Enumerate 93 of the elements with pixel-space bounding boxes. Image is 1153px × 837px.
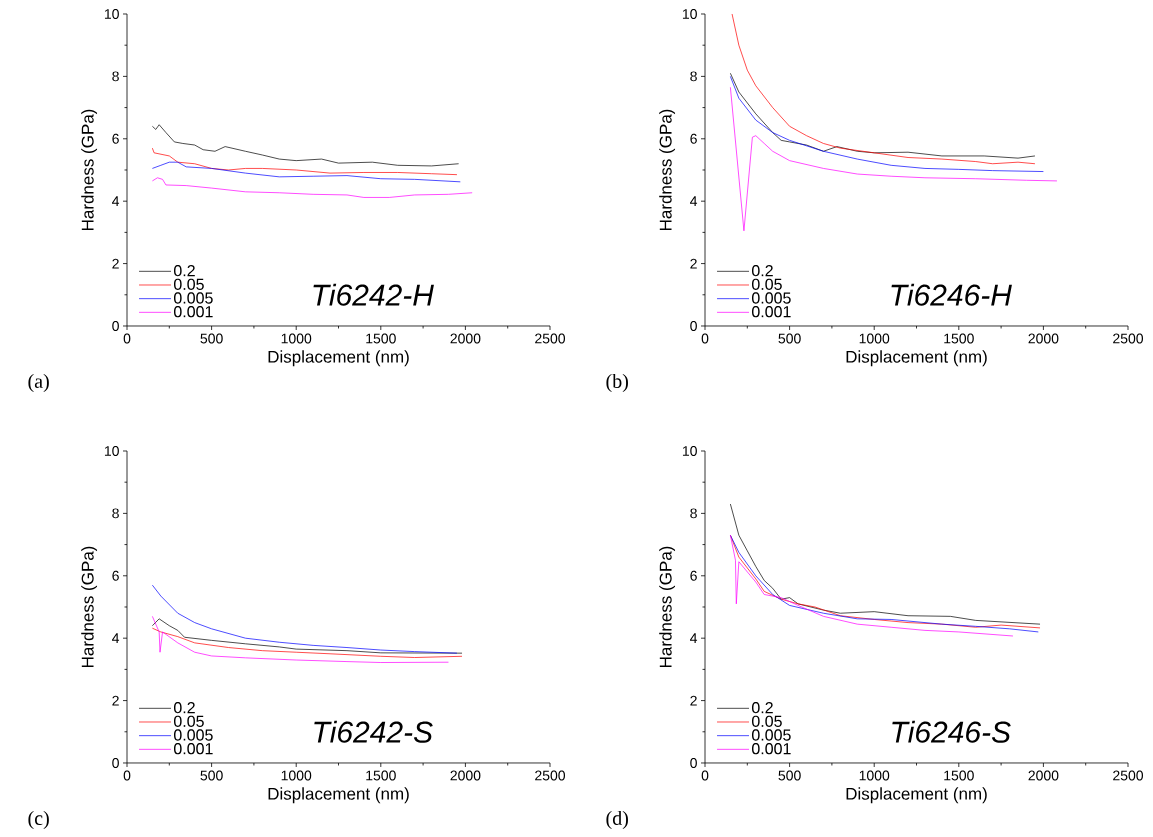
x-tick-label: 2000 — [1028, 333, 1059, 344]
x-tick-label: 0 — [701, 333, 709, 344]
x-tick-label: 2500 — [1113, 770, 1144, 781]
x-tick-label: 0 — [123, 770, 131, 781]
x-axis-title: Displacement (nm) — [268, 787, 409, 804]
line-series — [152, 147, 458, 176]
x-tick-label: 1500 — [366, 333, 396, 344]
text: (a) — [28, 373, 49, 393]
line-series — [152, 584, 458, 654]
legend-label: 0.05 — [174, 278, 204, 290]
legend-label: 0.2 — [174, 701, 195, 714]
x-tick-label: 500 — [778, 770, 801, 781]
x-tick-label: 1500 — [944, 333, 974, 344]
legend-label: 0.005 — [752, 292, 791, 304]
line-series — [152, 124, 459, 167]
text: (b) — [606, 373, 628, 393]
y-tick-label: 8 — [112, 508, 119, 519]
legend-label: 0.2 — [752, 701, 773, 714]
x-tick-label: 2500 — [535, 333, 566, 344]
x-tick-label: 2000 — [450, 770, 481, 781]
y-tick-label: 10 — [682, 446, 697, 456]
text: Ti6242-H — [313, 283, 434, 306]
y-tick-label: 0 — [690, 758, 697, 768]
y-tick-label: 4 — [690, 633, 698, 643]
legend-label: 0.05 — [752, 715, 782, 727]
line-series — [152, 177, 473, 198]
y-tick-label: 8 — [690, 508, 697, 519]
x-tick-label: 1000 — [281, 333, 312, 344]
x-tick-label: 2000 — [450, 333, 481, 344]
text: Ti6246-S — [892, 720, 1011, 743]
line-series — [152, 627, 463, 658]
legend-label: 0.2 — [174, 264, 195, 277]
y-axis-title: Hardness (GPa) — [81, 546, 98, 667]
x-tick-label: 0 — [701, 770, 709, 781]
line-series — [730, 86, 1058, 232]
y-axis-title: Hardness (GPa) — [659, 546, 676, 667]
x-axis-title: Displacement (nm) — [846, 350, 987, 367]
line-series — [152, 161, 461, 183]
y-tick-label: 4 — [690, 196, 698, 206]
line-series — [730, 76, 1044, 172]
legend-label: 0.05 — [752, 278, 782, 290]
y-tick-label: 6 — [112, 570, 119, 581]
y-tick-label: 10 — [682, 9, 697, 19]
x-axis-title: Displacement (nm) — [846, 787, 987, 804]
x-tick-label: 2500 — [1113, 333, 1144, 344]
y-tick-label: 6 — [690, 133, 697, 144]
text: Ti6246-H — [891, 283, 1012, 306]
line-series — [152, 615, 449, 663]
y-tick-label: 6 — [690, 570, 697, 581]
y-axis-title: Hardness (GPa) — [659, 109, 676, 230]
text: (d) — [606, 810, 628, 830]
y-tick-label: 4 — [112, 196, 120, 206]
y-tick-label: 10 — [104, 446, 119, 456]
x-tick-label: 1000 — [859, 333, 890, 344]
legend-label: 0.001 — [174, 306, 213, 318]
legend-label: 0.001 — [752, 743, 791, 755]
y-tick-label: 2 — [112, 258, 119, 269]
line-series — [152, 618, 463, 654]
x-tick-label: 0 — [123, 333, 131, 344]
y-tick-label: 0 — [112, 758, 119, 768]
y-tick-label: 6 — [112, 133, 119, 144]
y-tick-label: 2 — [690, 695, 697, 706]
x-tick-label: 1000 — [859, 770, 890, 781]
legend-label: 0.005 — [174, 292, 213, 304]
x-tick-label: 2500 — [535, 770, 566, 781]
line-series — [730, 503, 1041, 625]
x-tick-label: 2000 — [1028, 770, 1059, 781]
x-tick-label: 1000 — [281, 770, 312, 781]
legend-label: 0.001 — [752, 306, 791, 318]
x-tick-label: 500 — [200, 333, 223, 344]
y-tick-label: 2 — [112, 695, 119, 706]
y-tick-label: 4 — [112, 633, 120, 643]
line-series — [731, 13, 1036, 165]
text: Ti6242-S — [314, 720, 433, 743]
y-tick-label: 8 — [112, 71, 119, 82]
x-axis-title: Displacement (nm) — [268, 350, 409, 367]
y-axis-title: Hardness (GPa) — [81, 109, 98, 230]
y-tick-label: 8 — [690, 71, 697, 82]
legend-label: 0.005 — [174, 729, 213, 741]
x-tick-label: 500 — [778, 333, 801, 344]
x-tick-label: 1500 — [944, 770, 974, 781]
legend-label: 0.2 — [752, 264, 773, 277]
x-tick-label: 500 — [200, 770, 223, 781]
legend-label: 0.05 — [174, 715, 204, 727]
legend-label: 0.001 — [174, 743, 213, 755]
y-tick-label: 0 — [690, 321, 697, 331]
line-series — [730, 72, 1036, 159]
legend-label: 0.005 — [752, 729, 791, 741]
x-tick-label: 1500 — [366, 770, 396, 781]
y-tick-label: 0 — [112, 321, 119, 331]
y-tick-label: 2 — [690, 258, 697, 269]
y-tick-label: 10 — [104, 9, 119, 19]
text: (c) — [28, 810, 49, 830]
